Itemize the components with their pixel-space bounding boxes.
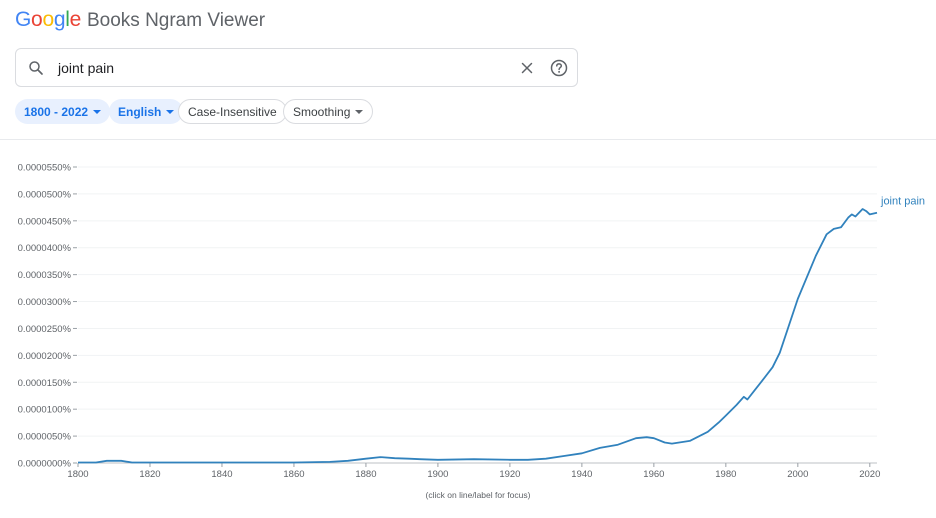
- smoothing-label: Smoothing: [293, 104, 351, 119]
- x-tick-label: 1940: [571, 469, 592, 480]
- y-tick-label: 0.0000200%: [18, 351, 72, 362]
- x-tick-label: 2020: [859, 469, 880, 480]
- case-insensitive-toggle[interactable]: Case-Insensitive: [178, 99, 287, 124]
- smoothing-dropdown[interactable]: Smoothing: [283, 99, 374, 124]
- caret-down-icon: [355, 109, 364, 114]
- chart-gridlines: [78, 166, 877, 437]
- x-axis: 1800 1820 1840 1860 1880 1900 1920 1940 1960 1980…: [67, 462, 880, 480]
- y-tick-label: 0.0000150%: [18, 378, 72, 389]
- y-tick-label: 0.0000550%: [18, 163, 72, 174]
- chart-series[interactable]: joint pain: [78, 196, 925, 464]
- corpus-label: English: [118, 104, 162, 119]
- y-tick-label: 0.0000350%: [18, 270, 72, 281]
- x-tick-label: 1800: [67, 469, 88, 480]
- x-tick-label: 1920: [499, 469, 520, 480]
- close-icon[interactable]: [518, 59, 536, 77]
- logo-letter: e: [69, 8, 82, 31]
- google-logo[interactable]: Google: [15, 8, 81, 32]
- x-tick-label: 1820: [139, 469, 160, 480]
- caret-down-icon: [166, 109, 175, 114]
- x-tick-label: 1840: [211, 469, 232, 480]
- y-tick-label: 0.0000300%: [18, 297, 72, 308]
- help-icon[interactable]: [549, 58, 569, 78]
- x-tick-label: 1960: [643, 469, 664, 480]
- x-tick-label: 2000: [787, 469, 808, 480]
- y-tick-label: 0.0000050%: [18, 432, 72, 443]
- corpus-dropdown[interactable]: English: [109, 99, 184, 124]
- header-divider: [0, 139, 936, 140]
- logo-letter: l: [65, 8, 70, 31]
- app-title: Books Ngram Viewer: [86, 10, 266, 31]
- y-axis: 0.0000000% 0.0000050% 0.0000100% 0.0000150%…: [18, 163, 77, 470]
- chart-footnote: (click on line/label for focus): [425, 490, 531, 500]
- x-tick-label: 1900: [427, 469, 448, 480]
- x-tick-label: 1980: [715, 469, 736, 480]
- logo-letter: o: [42, 8, 54, 31]
- y-tick-label: 0.0000000%: [18, 459, 72, 470]
- caret-down-icon: [93, 109, 102, 114]
- x-tick-label: 1880: [355, 469, 376, 480]
- case-label: Case-Insensitive: [188, 104, 277, 119]
- search-icon: [29, 61, 43, 75]
- series-line[interactable]: [78, 208, 878, 464]
- logo-letter: o: [31, 8, 43, 31]
- search-box[interactable]: joint pain: [15, 48, 578, 87]
- y-tick-label: 0.0000400%: [18, 243, 72, 254]
- ngram-chart[interactable]: 0.0000000% 0.0000050% 0.0000100% 0.0000150%…: [0, 140, 936, 490]
- x-tick-label: 1860: [283, 469, 304, 480]
- logo-letter: g: [53, 8, 66, 31]
- year-range-dropdown[interactable]: 1800 - 2022: [15, 99, 111, 124]
- logo-letter: G: [15, 8, 32, 31]
- series-label[interactable]: joint pain: [880, 196, 925, 208]
- y-tick-label: 0.0000450%: [18, 216, 72, 227]
- y-tick-label: 0.0000500%: [18, 189, 72, 200]
- y-tick-label: 0.0000250%: [18, 324, 72, 335]
- y-tick-label: 0.0000100%: [18, 405, 72, 416]
- search-input[interactable]: joint pain: [58, 60, 115, 76]
- app-header: Google Books Ngram Viewer: [15, 8, 265, 36]
- year-range-label: 1800 - 2022: [24, 104, 89, 119]
